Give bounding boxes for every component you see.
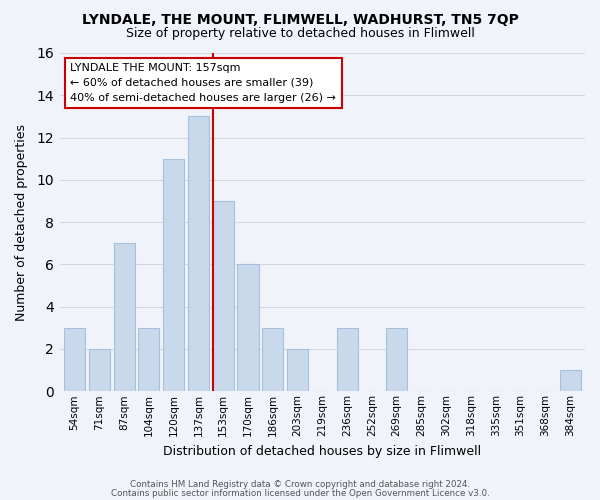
Bar xyxy=(163,158,184,392)
Bar xyxy=(238,264,259,392)
X-axis label: Distribution of detached houses by size in Flimwell: Distribution of detached houses by size … xyxy=(163,444,481,458)
Text: Size of property relative to detached houses in Flimwell: Size of property relative to detached ho… xyxy=(125,28,475,40)
Bar xyxy=(337,328,358,392)
Text: Contains HM Land Registry data © Crown copyright and database right 2024.: Contains HM Land Registry data © Crown c… xyxy=(130,480,470,489)
Bar xyxy=(64,328,85,392)
Bar xyxy=(287,349,308,392)
Bar xyxy=(113,244,134,392)
Bar xyxy=(386,328,407,392)
Bar xyxy=(262,328,283,392)
Bar xyxy=(89,349,110,392)
Y-axis label: Number of detached properties: Number of detached properties xyxy=(15,124,28,320)
Bar xyxy=(560,370,581,392)
Text: LYNDALE, THE MOUNT, FLIMWELL, WADHURST, TN5 7QP: LYNDALE, THE MOUNT, FLIMWELL, WADHURST, … xyxy=(82,12,518,26)
Bar xyxy=(212,201,234,392)
Text: LYNDALE THE MOUNT: 157sqm
← 60% of detached houses are smaller (39)
40% of semi-: LYNDALE THE MOUNT: 157sqm ← 60% of detac… xyxy=(70,63,336,102)
Bar xyxy=(139,328,160,392)
Text: Contains public sector information licensed under the Open Government Licence v3: Contains public sector information licen… xyxy=(110,489,490,498)
Bar xyxy=(188,116,209,392)
